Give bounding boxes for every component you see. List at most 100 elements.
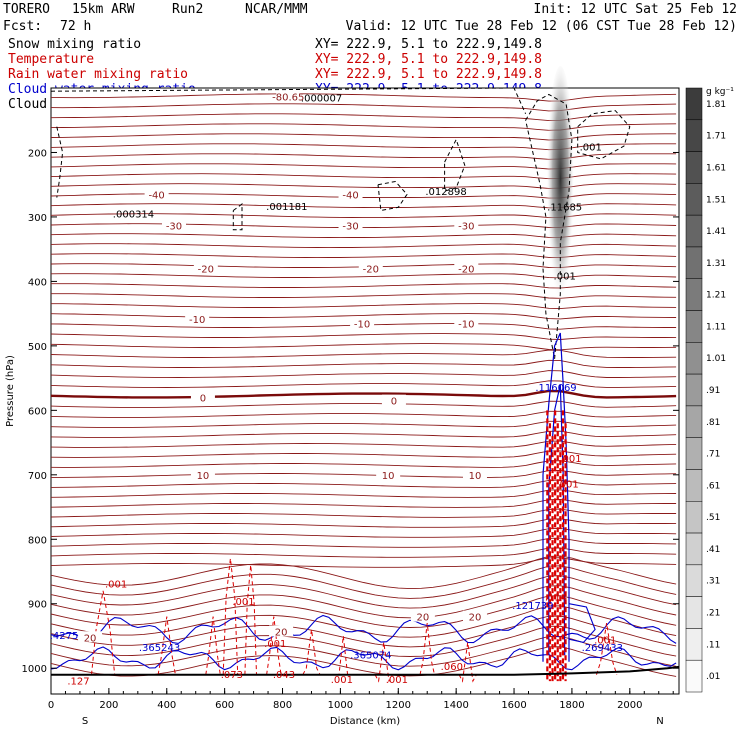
colorbar-label: .11 [706, 640, 720, 650]
isotherm-label: 10 [469, 471, 482, 482]
x-tick-label: 400 [157, 700, 176, 711]
colorbar-swatch [685, 342, 703, 375]
isotherm-line [50, 103, 677, 112]
legend-section-coords: XY= 222.9, 5.1 to 222.9,149.8 [315, 52, 542, 67]
maximum-value-label: .000314 [113, 210, 154, 221]
isotherm-label: -40 [342, 190, 358, 201]
colorbar: 1.81 1.71 1.61 1.51 1.41 1.31 1.21 1.11 1.01 .91.… [685, 87, 726, 693]
isotherm-line [50, 450, 677, 458]
y-tick-label: 800 [28, 535, 47, 546]
isotherm-label: -30 [166, 221, 182, 232]
colorbar-swatch [685, 437, 703, 470]
maxima-labels: .000314 .001181 .012898 .11685 .001 .001 .0000… [50, 94, 623, 688]
isotherm-line [50, 313, 677, 320]
header: TORERO 15km ARW Run2 NCAR/MMM Init: 12 U… [3, 2, 737, 34]
isotherm-label-bg [454, 317, 479, 329]
colorbar-label: .71 [706, 450, 720, 460]
x-axis-label: Distance (km) [330, 716, 400, 727]
valid-time: Valid: 12 UTC Tue 28 Feb 12 (06 CST Tue … [346, 19, 737, 34]
maximum-value-label: .012898 [425, 187, 466, 198]
y-tick-label: 600 [28, 406, 47, 417]
colorbar-swatch [685, 119, 703, 152]
maximum-value-label: .001 [331, 675, 353, 686]
y-tick-label: 1000 [22, 664, 47, 675]
isotherm-line [50, 400, 677, 408]
isotherm-line [50, 460, 677, 468]
isotherm-line [51, 469, 677, 478]
x-tick-label: 800 [273, 700, 292, 711]
isotherm-line [50, 508, 677, 518]
maximum-value-label: .269433 [582, 643, 623, 654]
isotherm-label-bg [193, 262, 218, 274]
x-tick-label: 1400 [443, 700, 468, 711]
x-tick-label: 1200 [386, 700, 411, 711]
isotherm-label: -10 [189, 315, 205, 326]
y-tick-label: 500 [28, 342, 47, 353]
isotherm-label: 0 [391, 397, 397, 408]
isotherm-line [50, 595, 677, 628]
surface-line [51, 665, 680, 676]
terrain-line [51, 665, 680, 676]
cloud-ice-dashed-contour [577, 110, 631, 160]
organization: NCAR/MMM [245, 2, 308, 17]
isotherm-label-bg [190, 391, 215, 403]
isotherm-line [50, 555, 677, 590]
maximum-value-label: .001 [580, 143, 602, 154]
maximum-value-label: .116069 [535, 383, 576, 394]
maximum-value-label: .127 [67, 676, 89, 687]
isotherm-line [50, 349, 677, 358]
isotherm-line [50, 333, 677, 340]
maximum-value-label: .001 [386, 675, 408, 686]
cloud-ice-dashed-contour [50, 87, 527, 115]
colorbar-swatch [685, 278, 703, 311]
isotherm-label: -20 [363, 265, 379, 276]
maximum-value-label: .001 [594, 636, 616, 647]
isotherm-line [50, 565, 677, 599]
isotherm-line [50, 527, 677, 538]
isotherm-line [50, 537, 677, 548]
y-tick-label: 200 [28, 148, 47, 159]
colorbar-label: 1.11 [706, 322, 726, 332]
isotherm-line [50, 547, 677, 558]
rain-water-contour [266, 616, 282, 675]
isotherm-line [50, 479, 677, 488]
isotherm-label: -30 [342, 221, 358, 232]
x-tick-label: 600 [215, 700, 234, 711]
isotherm-line [50, 605, 677, 638]
rain-water-contour [374, 642, 393, 683]
isotherm-line [51, 93, 677, 102]
isotherm-label: 20 [417, 613, 430, 624]
isotherm-label: -20 [458, 265, 474, 276]
colorbar-label: 1.51 [706, 195, 726, 205]
isotherm-label-bg [381, 394, 406, 406]
colorbar-swatch [685, 564, 703, 597]
cloud-water-contour [50, 646, 677, 671]
colorbar-swatch [685, 405, 703, 438]
legend-section-coords: XY= 222.9, 5.1 to 222.9,149.8 [315, 67, 542, 82]
isotherm-label: -10 [354, 319, 370, 330]
isotherm-labels: -80.65 -40 -40 -30 -30 -30 -20 -20 -20 -10 -10 -10 0… [78, 90, 487, 644]
y-tick-label: 900 [28, 600, 47, 611]
y-tick-label: 400 [28, 277, 47, 288]
isotherm-label-bg [161, 219, 186, 231]
cloud-water-contour [548, 384, 566, 656]
isotherm-label: -20 [198, 265, 214, 276]
isotherm-label-bg [462, 468, 487, 480]
maximum-value-label: .060 [441, 662, 463, 673]
cloud-ice-dashed-contour [377, 180, 408, 212]
isotherm-label-bg [78, 631, 103, 643]
maximum-value-label: .001 [554, 271, 576, 282]
colorbar-label: .91 [706, 386, 720, 396]
colorbar-label: 1.81 [706, 100, 726, 110]
colorbar-label: .31 [706, 577, 720, 587]
colorbar-label: .51 [706, 513, 720, 523]
isotherm-line [50, 113, 677, 122]
isotherm-line [50, 410, 677, 418]
cloud-water-contour [568, 603, 596, 644]
cloud-ice-dashed-contour [444, 138, 466, 192]
rain-water-contour [91, 590, 116, 675]
maximum-value-label: .001 [105, 580, 127, 591]
isotherm-label: -80.65 [272, 92, 304, 103]
